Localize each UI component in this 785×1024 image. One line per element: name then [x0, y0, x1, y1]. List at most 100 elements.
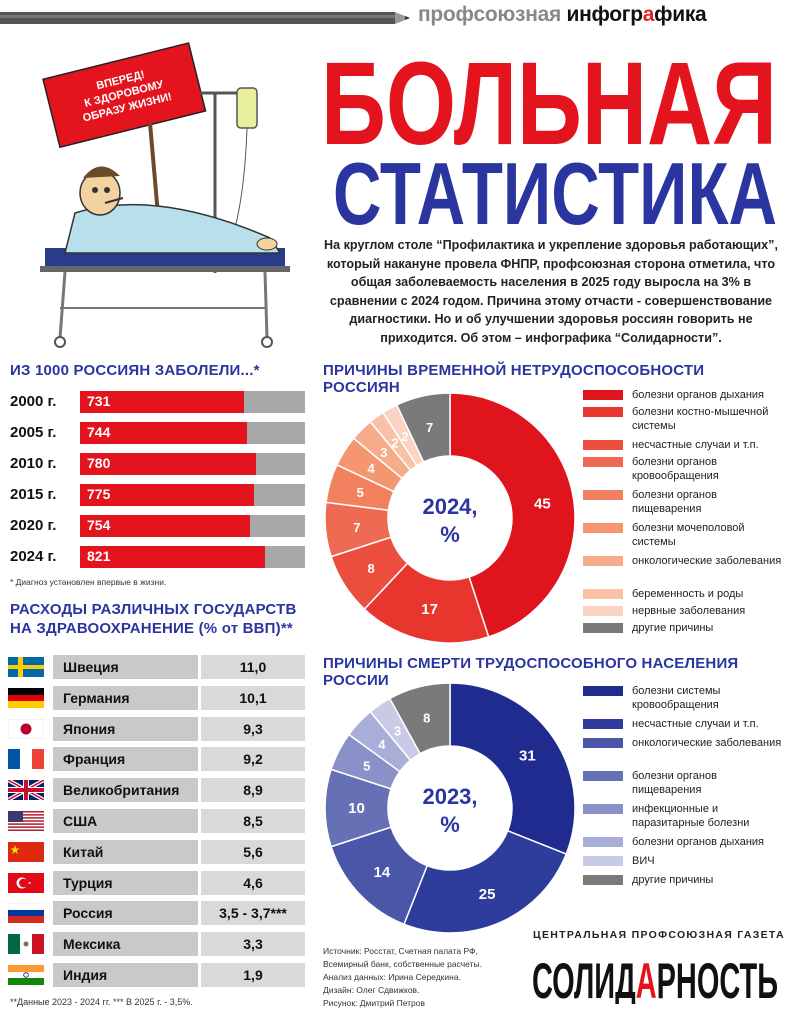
- legend-label: болезни органов дыхания: [632, 389, 764, 401]
- slice-value-label: 8: [423, 710, 430, 725]
- donut-slice: [388, 682, 451, 755]
- bar-value-label: 780: [87, 455, 111, 471]
- legend-swatch: [583, 856, 623, 866]
- bar: [80, 422, 248, 444]
- legend-label: инфекционные и паразитарные болезни: [632, 803, 750, 829]
- country-name: Франция: [53, 747, 198, 772]
- legend-swatch: [583, 606, 623, 616]
- legend-label: ВИЧ: [632, 855, 655, 867]
- slice-value-label: 2: [401, 429, 408, 444]
- country-value: 10,1: [201, 685, 305, 710]
- legend-swatch: [583, 875, 623, 885]
- india-flag: [8, 965, 44, 985]
- bar-row: 2005 г. 744: [10, 422, 305, 444]
- legend-swatch: [583, 589, 623, 599]
- svg-text:СТАТИСТИКА: СТАТИСТИКА: [333, 148, 777, 230]
- donut1-title: ПРИЧИНЫ ВРЕМЕННОЙ НЕТРУДОСПОСОБНОСТИ РОС…: [323, 362, 705, 396]
- country-value: 4,6: [201, 870, 305, 895]
- donut-slice: [449, 392, 576, 638]
- slice-value-label: 31: [519, 747, 536, 764]
- legend-label: другие причины: [632, 622, 714, 634]
- country-name: Мексика: [53, 932, 198, 957]
- bar-row: 2010 г. 780: [10, 453, 305, 475]
- legend-label: болезни органов пищеварения: [632, 489, 717, 515]
- intro-text: На круглом столе “Профилактика и укрепле…: [324, 238, 778, 345]
- slice-value-label: 8: [367, 561, 374, 576]
- country-name: Великобритания: [53, 778, 198, 803]
- legend-swatch: [583, 390, 623, 400]
- table-row: Франция 9,2: [8, 747, 305, 772]
- country-name: Германия: [53, 685, 198, 710]
- sick-footnote: * Диагноз установлен впервые в жизни.: [10, 577, 167, 587]
- legend-swatch: [583, 490, 623, 500]
- legend-swatch: [583, 686, 623, 696]
- sick-section-title: ИЗ 1000 РОССИЯН ЗАБОЛЕЛИ...*: [10, 362, 260, 379]
- france-flag: [8, 749, 44, 770]
- legend-label: болезни органов пищеварения: [632, 770, 717, 796]
- bar-value-label: 775: [87, 486, 111, 502]
- credits: Источник: Росстат, Счетная палата РФ, Вс…: [323, 946, 482, 1008]
- legend-swatch: [583, 804, 623, 814]
- legend-swatch: [583, 771, 623, 781]
- donut-center-year: 2023,: [422, 784, 477, 809]
- country-name: Япония: [53, 716, 198, 741]
- slice-value-label: 7: [353, 520, 360, 535]
- bar-value-label: 754: [87, 517, 111, 533]
- bar-row: 2000 г. 731: [10, 391, 305, 413]
- svg-text:СОЛИДАРНОСТЬ: СОЛИДАРНОСТЬ: [532, 953, 778, 1004]
- slice-value-label: 3: [394, 724, 401, 739]
- donut-slice: [403, 829, 568, 934]
- donut-center-unit: %: [440, 522, 460, 547]
- russia-flag: [8, 903, 44, 924]
- title-line2: СТАТИСТИКА: [333, 148, 777, 230]
- legend-swatch: [583, 440, 623, 450]
- table-row: Швеция 11,0: [8, 655, 305, 679]
- legend-swatch: [583, 623, 623, 633]
- cartoon-illustration: ВПЕРЕД!К ЗДОРОВОМУОБРАЗУ ЖИЗНИ!: [5, 38, 305, 360]
- bar: [80, 484, 255, 506]
- bar-year-label: 2015 г.: [10, 486, 57, 503]
- slice-value-label: 4: [367, 461, 375, 476]
- table-row: США 8,5: [8, 809, 305, 833]
- header-pencil-bar: [0, 12, 410, 24]
- country-name: Индия: [53, 963, 198, 987]
- bar-year-label: 2005 г.: [10, 424, 57, 441]
- legend-label: болезни системы кровообращения: [632, 685, 721, 711]
- legend-label: другие причины: [632, 874, 714, 886]
- country-name: Швеция: [53, 655, 198, 679]
- table-row: Япония 9,3: [8, 716, 305, 741]
- donut-slice: [449, 682, 576, 855]
- germany-flag: [8, 687, 44, 708]
- bar-value-label: 744: [87, 424, 111, 440]
- country-value: 1,9: [201, 963, 305, 987]
- donut-center-unit: %: [440, 812, 460, 837]
- uk-flag: [8, 780, 44, 801]
- bar-year-label: 2010 г.: [10, 455, 57, 472]
- country-value: 3,3: [201, 932, 305, 957]
- mexico-flag: [8, 934, 44, 955]
- legend-swatch: [583, 719, 623, 729]
- country-value: 3,5 - 3,7***: [201, 901, 305, 926]
- newspaper-label: ЦЕНТРАЛЬНАЯ ПРОФСОЮЗНАЯ ГАЗЕТА: [533, 929, 785, 941]
- legend-swatch: [583, 738, 623, 748]
- bar-row: 2015 г. 775: [10, 484, 305, 506]
- country-value: 11,0: [201, 655, 305, 679]
- slice-value-label: 2: [391, 435, 398, 450]
- legend-label: онкологические заболевания: [632, 737, 782, 749]
- legend-swatch: [583, 556, 623, 566]
- legend-label: онкологические заболевания: [632, 555, 782, 567]
- country-value: 9,3: [201, 716, 305, 741]
- slice-value-label: 14: [373, 864, 390, 881]
- bar-year-label: 2020 г.: [10, 517, 57, 534]
- legend-label: нервные заболевания: [632, 605, 746, 617]
- slice-value-label: 25: [479, 886, 496, 903]
- bar: [80, 453, 256, 475]
- country-name: Россия: [53, 901, 198, 926]
- bar: [80, 546, 265, 568]
- table-row: Индия 1,9: [8, 963, 305, 987]
- slice-value-label: 45: [534, 495, 551, 512]
- legend-swatch: [583, 407, 623, 417]
- japan-flag: [8, 718, 44, 739]
- turkey-flag: [8, 872, 44, 893]
- sweden-flag: [8, 657, 44, 677]
